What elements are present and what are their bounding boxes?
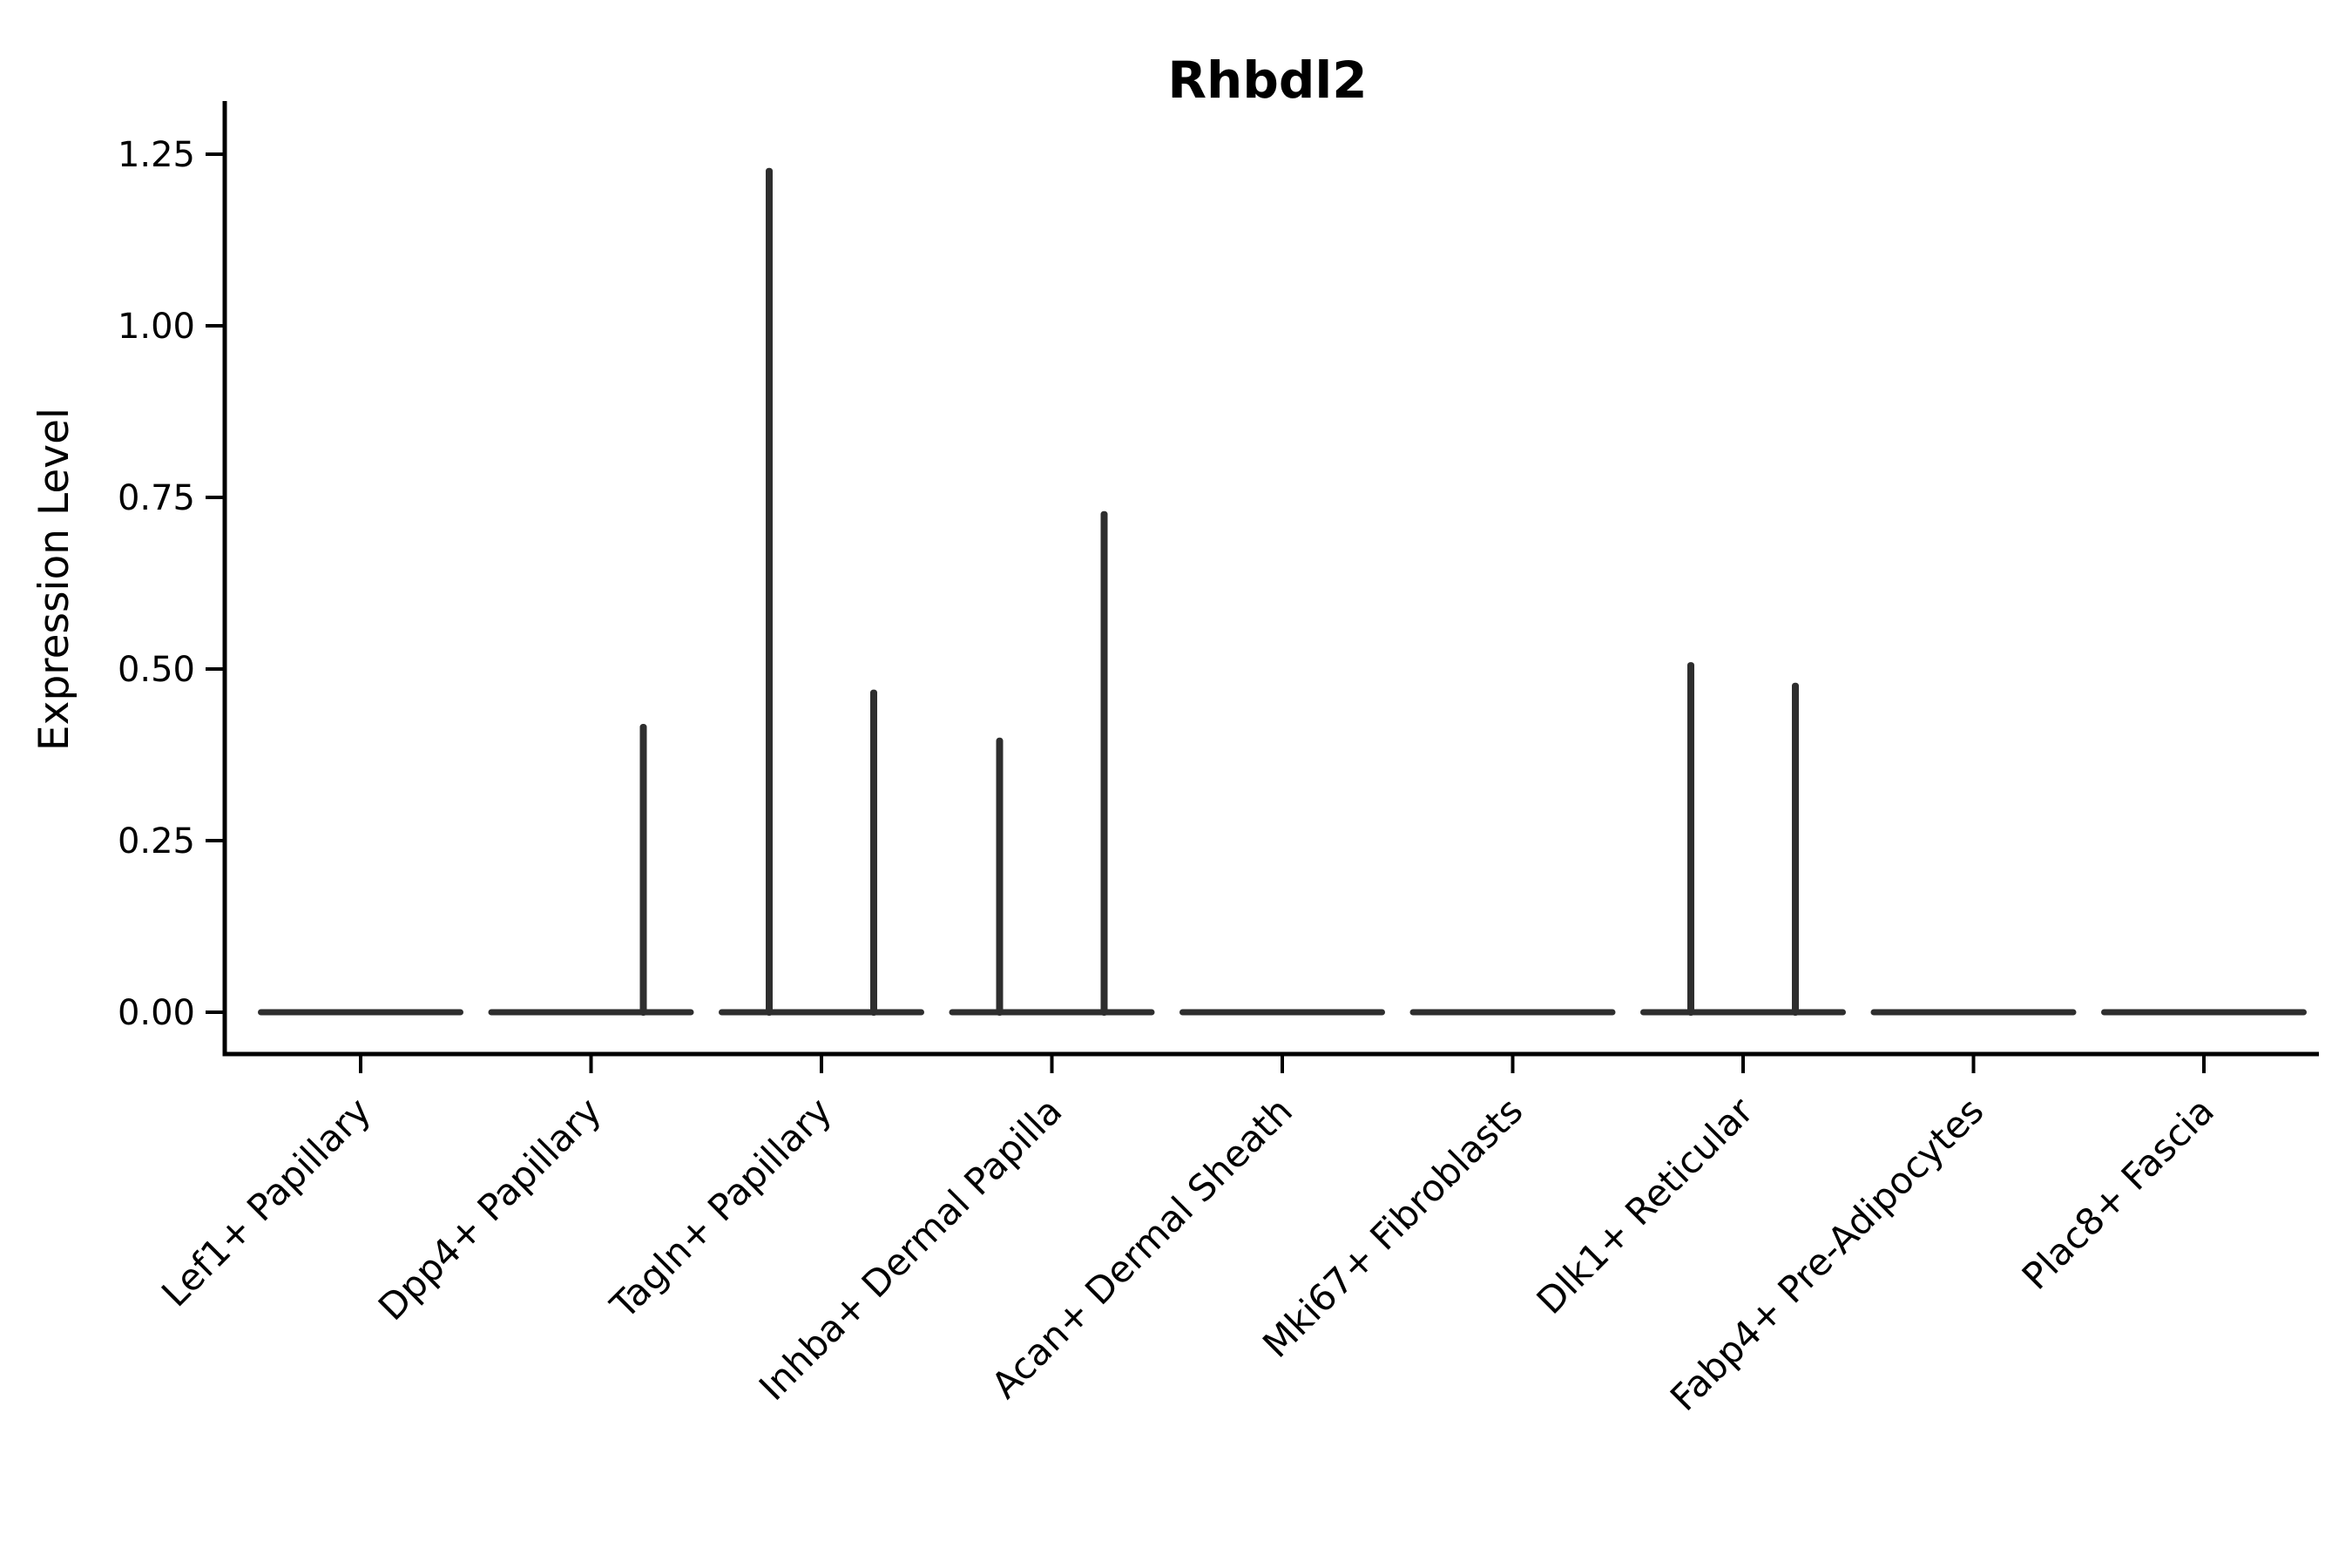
- chart-title: Rhbdl2: [1167, 51, 1367, 110]
- x-tick-label: Lef1+ Papillary: [153, 1089, 379, 1315]
- y-axis-label: Expression Level: [30, 408, 78, 751]
- violin-spike: [996, 737, 1004, 1016]
- y-axis-ticks: 0.00 0.25 0.50 0.75 1.00 1.25: [118, 135, 223, 1033]
- y-tick-label: 0.00: [118, 993, 195, 1033]
- violin-spike: [766, 167, 773, 1016]
- violin-base: [949, 1009, 1155, 1016]
- violins: [258, 167, 2307, 1016]
- violin-spike: [870, 689, 877, 1016]
- violin-base: [719, 1009, 924, 1016]
- violin-base: [2101, 1009, 2307, 1016]
- x-tick-label: Dlk1+ Reticular: [1529, 1089, 1762, 1322]
- violin-base: [488, 1009, 694, 1016]
- y-tick-label: 1.25: [118, 135, 195, 175]
- x-tick-label: Tagln+ Papillary: [602, 1089, 840, 1327]
- axes-spines: [222, 101, 2319, 1057]
- violin-base: [1870, 1009, 2077, 1016]
- y-tick-label: 1.00: [118, 307, 195, 347]
- y-tick-label: 0.25: [118, 821, 195, 862]
- violin-base: [258, 1009, 463, 1016]
- y-tick-label: 0.50: [118, 650, 195, 690]
- violin-base: [1640, 1009, 1846, 1016]
- x-tick-label: Dpp4+ Papillary: [370, 1089, 610, 1328]
- violin-spike: [1687, 662, 1694, 1016]
- violin-base: [1179, 1009, 1385, 1016]
- violin-spike: [1792, 682, 1799, 1016]
- violin-spike: [1100, 510, 1108, 1016]
- violin-base: [1409, 1009, 1616, 1016]
- x-tick-label: Mki67+ Fibroblasts: [1254, 1089, 1531, 1365]
- y-tick-label: 0.75: [118, 478, 195, 518]
- violin-spike: [639, 724, 647, 1016]
- x-tick-label: Plac8+ Fascia: [2014, 1089, 2222, 1297]
